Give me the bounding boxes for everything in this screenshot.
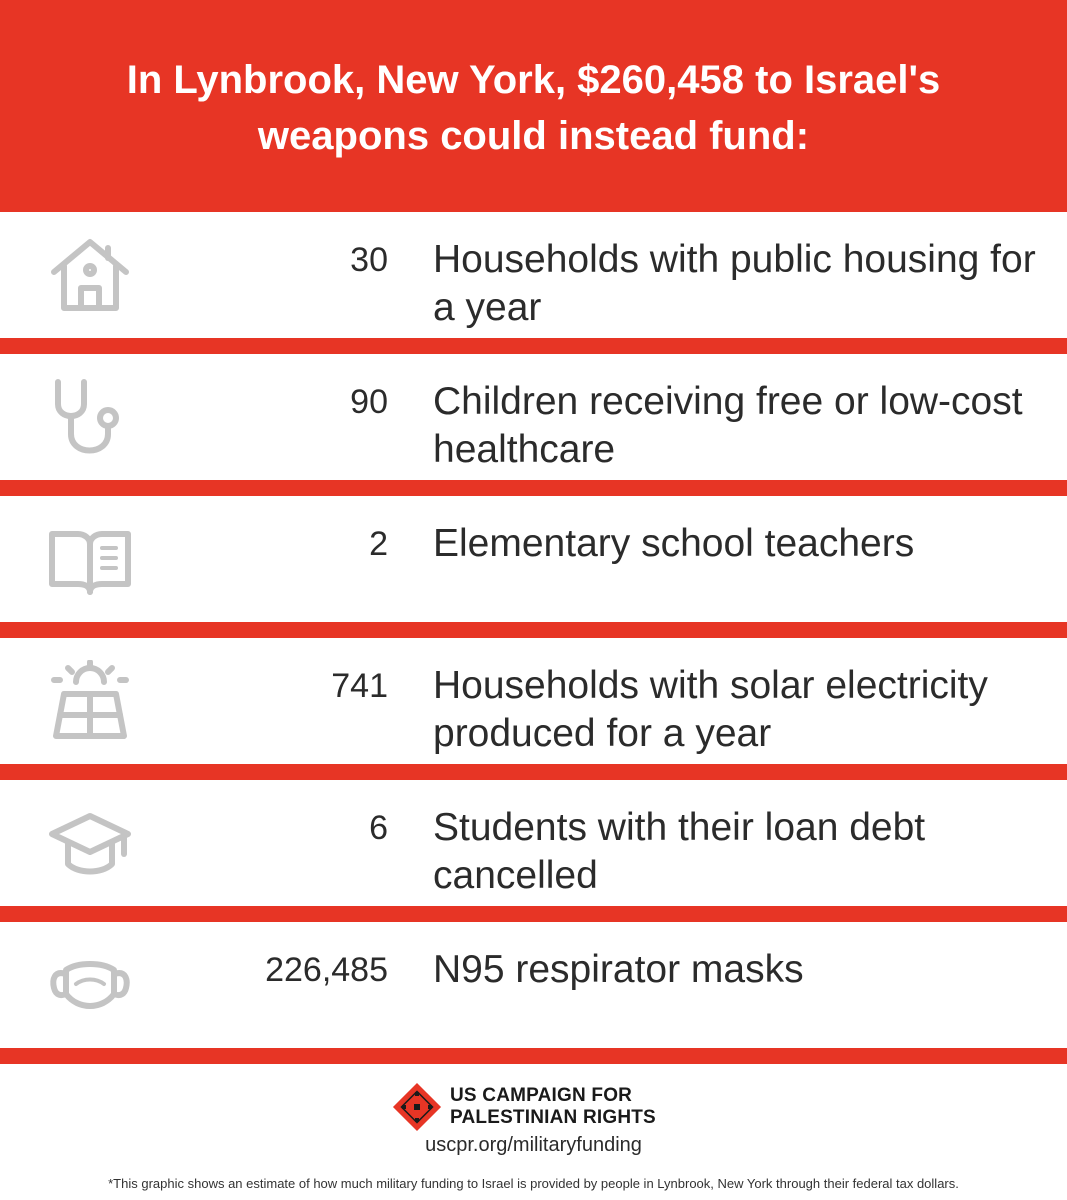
row-description: Students with their loan debt cancelled bbox=[433, 806, 926, 897]
row-value: 30 bbox=[350, 241, 388, 279]
list-item: 226,485 N95 respirator masks bbox=[0, 922, 1067, 1064]
footer: US CAMPAIGN FOR PALESTINIAN RIGHTS uscpr… bbox=[0, 1068, 1067, 1200]
row-description: Households with public housing for a yea… bbox=[433, 238, 1036, 329]
house-icon bbox=[46, 232, 134, 320]
logo-line-1: US CAMPAIGN FOR bbox=[450, 1085, 633, 1106]
list-item: 2 Elementary school teachers bbox=[0, 496, 1067, 638]
header-banner: In Lynbrook, New York, $260,458 to Israe… bbox=[0, 0, 1067, 212]
row-value: 90 bbox=[350, 383, 388, 421]
stethoscope-icon bbox=[46, 374, 134, 462]
footnote: *This graphic shows an estimate of how m… bbox=[108, 1176, 959, 1191]
list-item: 741 Households with solar electricity pr… bbox=[0, 638, 1067, 780]
uscpr-logo: US CAMPAIGN FOR PALESTINIAN RIGHTS bbox=[392, 1082, 656, 1132]
list-item: 30 Households with public housing for a … bbox=[0, 212, 1067, 354]
row-value: 2 bbox=[369, 525, 388, 563]
solar-panel-icon bbox=[46, 658, 134, 746]
row-value: 741 bbox=[331, 667, 388, 705]
funding-list: 30 Households with public housing for a … bbox=[0, 212, 1067, 1064]
uscpr-diamond-icon bbox=[392, 1082, 442, 1132]
row-description: Children receiving free or low-cost heal… bbox=[433, 380, 1023, 471]
open-book-icon bbox=[46, 516, 134, 604]
page-title: In Lynbrook, New York, $260,458 to Israe… bbox=[126, 58, 941, 158]
row-value: 226,485 bbox=[265, 951, 388, 989]
list-item: 6 Students with their loan debt cancelle… bbox=[0, 780, 1067, 922]
face-mask-icon bbox=[46, 942, 134, 1030]
graduation-cap-icon bbox=[46, 800, 134, 888]
row-description: Households with solar electricity produc… bbox=[433, 664, 988, 755]
row-description: Elementary school teachers bbox=[433, 522, 915, 565]
row-description: N95 respirator masks bbox=[433, 948, 804, 991]
footer-url[interactable]: uscpr.org/militaryfunding bbox=[425, 1134, 642, 1156]
list-item: 90 Children receiving free or low-cost h… bbox=[0, 354, 1067, 496]
row-value: 6 bbox=[369, 809, 388, 847]
logo-line-2: PALESTINIAN RIGHTS bbox=[450, 1107, 656, 1128]
